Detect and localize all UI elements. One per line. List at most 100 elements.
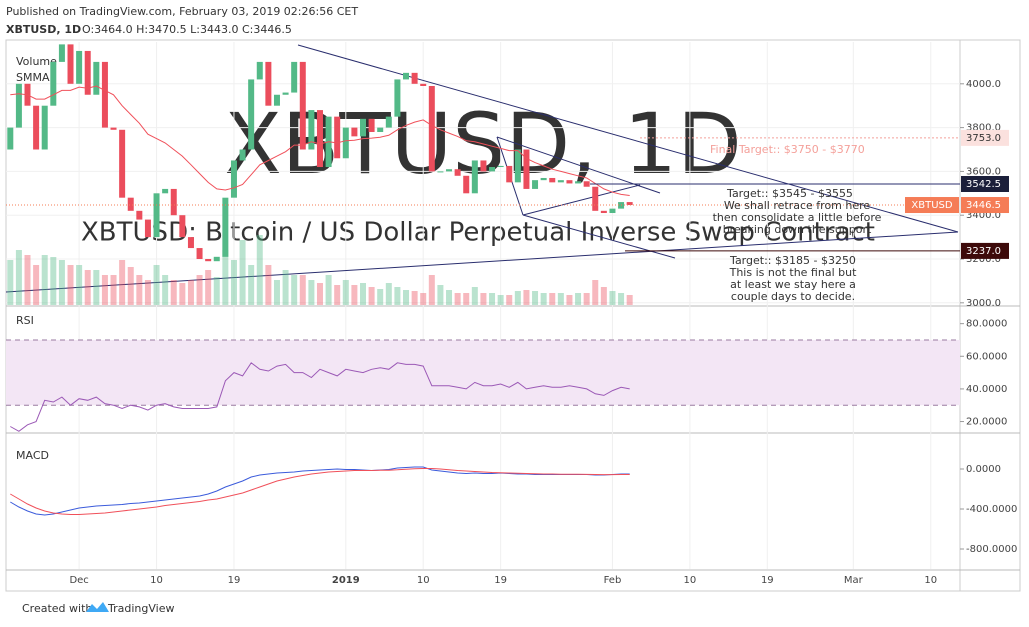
- candle-body: [489, 167, 496, 172]
- volume-bar: [583, 293, 590, 305]
- candle-body: [170, 188, 177, 216]
- x-tick-label: 19: [228, 575, 241, 586]
- volume-bar: [15, 250, 22, 305]
- candle-body: [377, 127, 384, 132]
- candle-body: [119, 129, 126, 198]
- candle-body: [67, 44, 74, 84]
- frame: [5, 39, 1021, 592]
- candle-body: [368, 118, 375, 132]
- rsi-line: [10, 362, 630, 432]
- published: Published on TradingView.com, February 0…: [6, 5, 358, 18]
- x-tick-label: 10: [924, 575, 937, 586]
- candle-body: [239, 149, 246, 161]
- volume-bar: [368, 287, 375, 305]
- x-tick-label: 2019: [332, 575, 360, 586]
- candle-body: [153, 193, 160, 238]
- y-tick-label: 4000.0: [966, 79, 1001, 90]
- candle-body: [265, 61, 272, 106]
- candle-body: [420, 83, 427, 86]
- level-label: 3542.5: [966, 179, 1001, 190]
- candle-body: [291, 61, 298, 93]
- last-price-bg: [961, 197, 1009, 214]
- volume-bar: [532, 291, 539, 305]
- annotation: breaking down the support: [723, 223, 872, 236]
- candle-body: [101, 61, 108, 128]
- volume-bar: [273, 280, 280, 305]
- volume-bar: [230, 260, 237, 305]
- volume-bar: [411, 291, 418, 305]
- volume-bar: [385, 283, 392, 305]
- volume-bar: [454, 293, 461, 305]
- candle-body: [428, 85, 435, 172]
- volume-bar: [136, 275, 143, 305]
- macd-line: [10, 468, 630, 515]
- y-tick-label: 3600.0: [966, 166, 1001, 177]
- volume-bar: [446, 290, 453, 305]
- candle-body: [403, 72, 410, 80]
- volume-bar: [437, 285, 444, 305]
- candle-body: [411, 72, 418, 84]
- volume-bar: [316, 283, 323, 305]
- volume-bar: [144, 280, 151, 305]
- candle-body: [540, 177, 547, 181]
- macd-title: MACD: [16, 449, 49, 462]
- candle-body: [162, 188, 169, 194]
- candle-body: [497, 165, 504, 168]
- candle-body: [144, 219, 151, 238]
- candle-body: [514, 149, 521, 183]
- volume-bar: [342, 280, 349, 305]
- volume-bar: [162, 275, 169, 305]
- x-tick-label: 10: [150, 575, 163, 586]
- annotation: at least we stay here a: [730, 278, 856, 291]
- volume-bar: [540, 293, 547, 305]
- y-tick-label: 0.0000: [966, 464, 1001, 475]
- candle-body: [127, 197, 134, 211]
- y-tick-label: -800.0000: [966, 544, 1017, 555]
- volume-bar: [359, 283, 366, 305]
- candle-body: [256, 61, 263, 80]
- candle-body: [394, 79, 401, 117]
- candle-body: [282, 92, 289, 95]
- candle-body: [446, 169, 453, 172]
- x-tick-label: 10: [684, 575, 697, 586]
- level-bg: [961, 242, 1009, 259]
- volume-bar: [239, 240, 246, 305]
- symbol-tag-bg: [905, 197, 959, 214]
- candle-body: [15, 83, 22, 128]
- legend-volume: Volume: [16, 55, 57, 68]
- candle-body: [583, 181, 590, 187]
- candle-body: [84, 50, 91, 95]
- y-tick-label: 60.0000: [966, 351, 1007, 362]
- volume-bar: [196, 275, 203, 305]
- candle-body: [471, 160, 478, 194]
- candle-body: [222, 197, 229, 257]
- candle-body: [385, 116, 392, 128]
- candle-body: [50, 61, 57, 106]
- y-tick-label: 3000.0: [966, 298, 1001, 309]
- x-tick-label: Mar: [844, 575, 864, 586]
- trendline: [522, 184, 641, 216]
- smma-line: [10, 85, 630, 196]
- level-bg: [961, 175, 1009, 192]
- ohlc: O:3464.0 H:3470.5 L:3443.0 C:3446.5: [82, 23, 292, 36]
- volume-bar: [205, 270, 212, 305]
- x-tick-label: 19: [761, 575, 774, 586]
- volume-bar: [265, 265, 272, 305]
- volume-bar: [377, 289, 384, 305]
- candle-body: [359, 118, 366, 137]
- candle-body: [136, 210, 143, 220]
- volume-bar: [600, 287, 607, 305]
- candle-body: [454, 169, 461, 176]
- volume-bar: [256, 235, 263, 305]
- y-tick-label: 3400.0: [966, 210, 1001, 221]
- candle-body: [110, 127, 117, 130]
- volume-bar: [213, 277, 220, 305]
- candle-body: [342, 127, 349, 159]
- y-tick-label: 3200.0: [966, 254, 1001, 265]
- volume-bar: [626, 295, 633, 305]
- annotation: Final Target:: $3750 - $3770: [710, 143, 865, 156]
- candle-body: [179, 215, 186, 238]
- volume-bar: [110, 275, 117, 305]
